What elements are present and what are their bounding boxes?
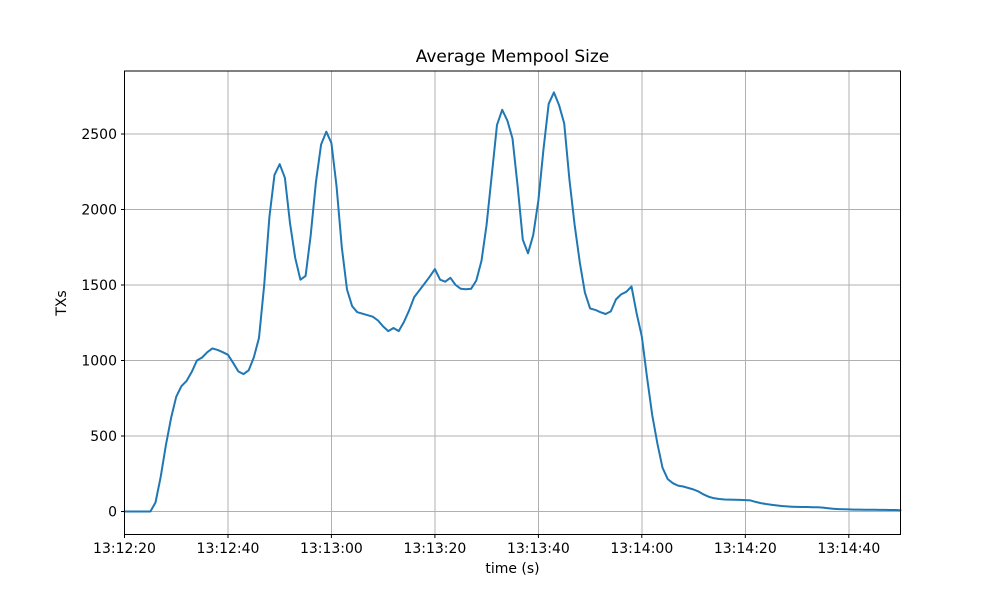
y-tick-label: 1000 (81, 354, 117, 370)
x-tick-label: 13:12:20 (93, 541, 156, 557)
y-tick-label: 2000 (81, 203, 117, 219)
x-tick-label: 13:13:20 (403, 541, 466, 557)
grid (124, 71, 901, 535)
chart-title: Average Mempool Size (416, 47, 610, 67)
x-tick-label: 13:14:00 (610, 541, 673, 557)
y-axis-label: TXs (54, 290, 70, 316)
y-tick-label: 500 (90, 429, 117, 445)
axis-tick-labels: 13:12:20 13:12:40 13:13:00 13:13:20 13:13:40… (81, 127, 880, 557)
x-axis-label: time (s) (485, 561, 539, 577)
x-tick-label: 13:13:00 (300, 541, 363, 557)
axis-ticks (121, 133, 850, 538)
y-tick-label: 2500 (81, 127, 117, 143)
x-tick-label: 13:13:40 (507, 541, 570, 557)
y-tick-label: 0 (108, 505, 117, 521)
x-tick-label: 13:14:40 (817, 541, 880, 557)
plot-border (124, 70, 901, 535)
series-line-mempool (123, 91, 902, 513)
x-tick-label: 13:12:40 (197, 541, 260, 557)
y-tick-label: 1500 (81, 278, 117, 294)
x-tick-label: 13:14:20 (714, 541, 777, 557)
